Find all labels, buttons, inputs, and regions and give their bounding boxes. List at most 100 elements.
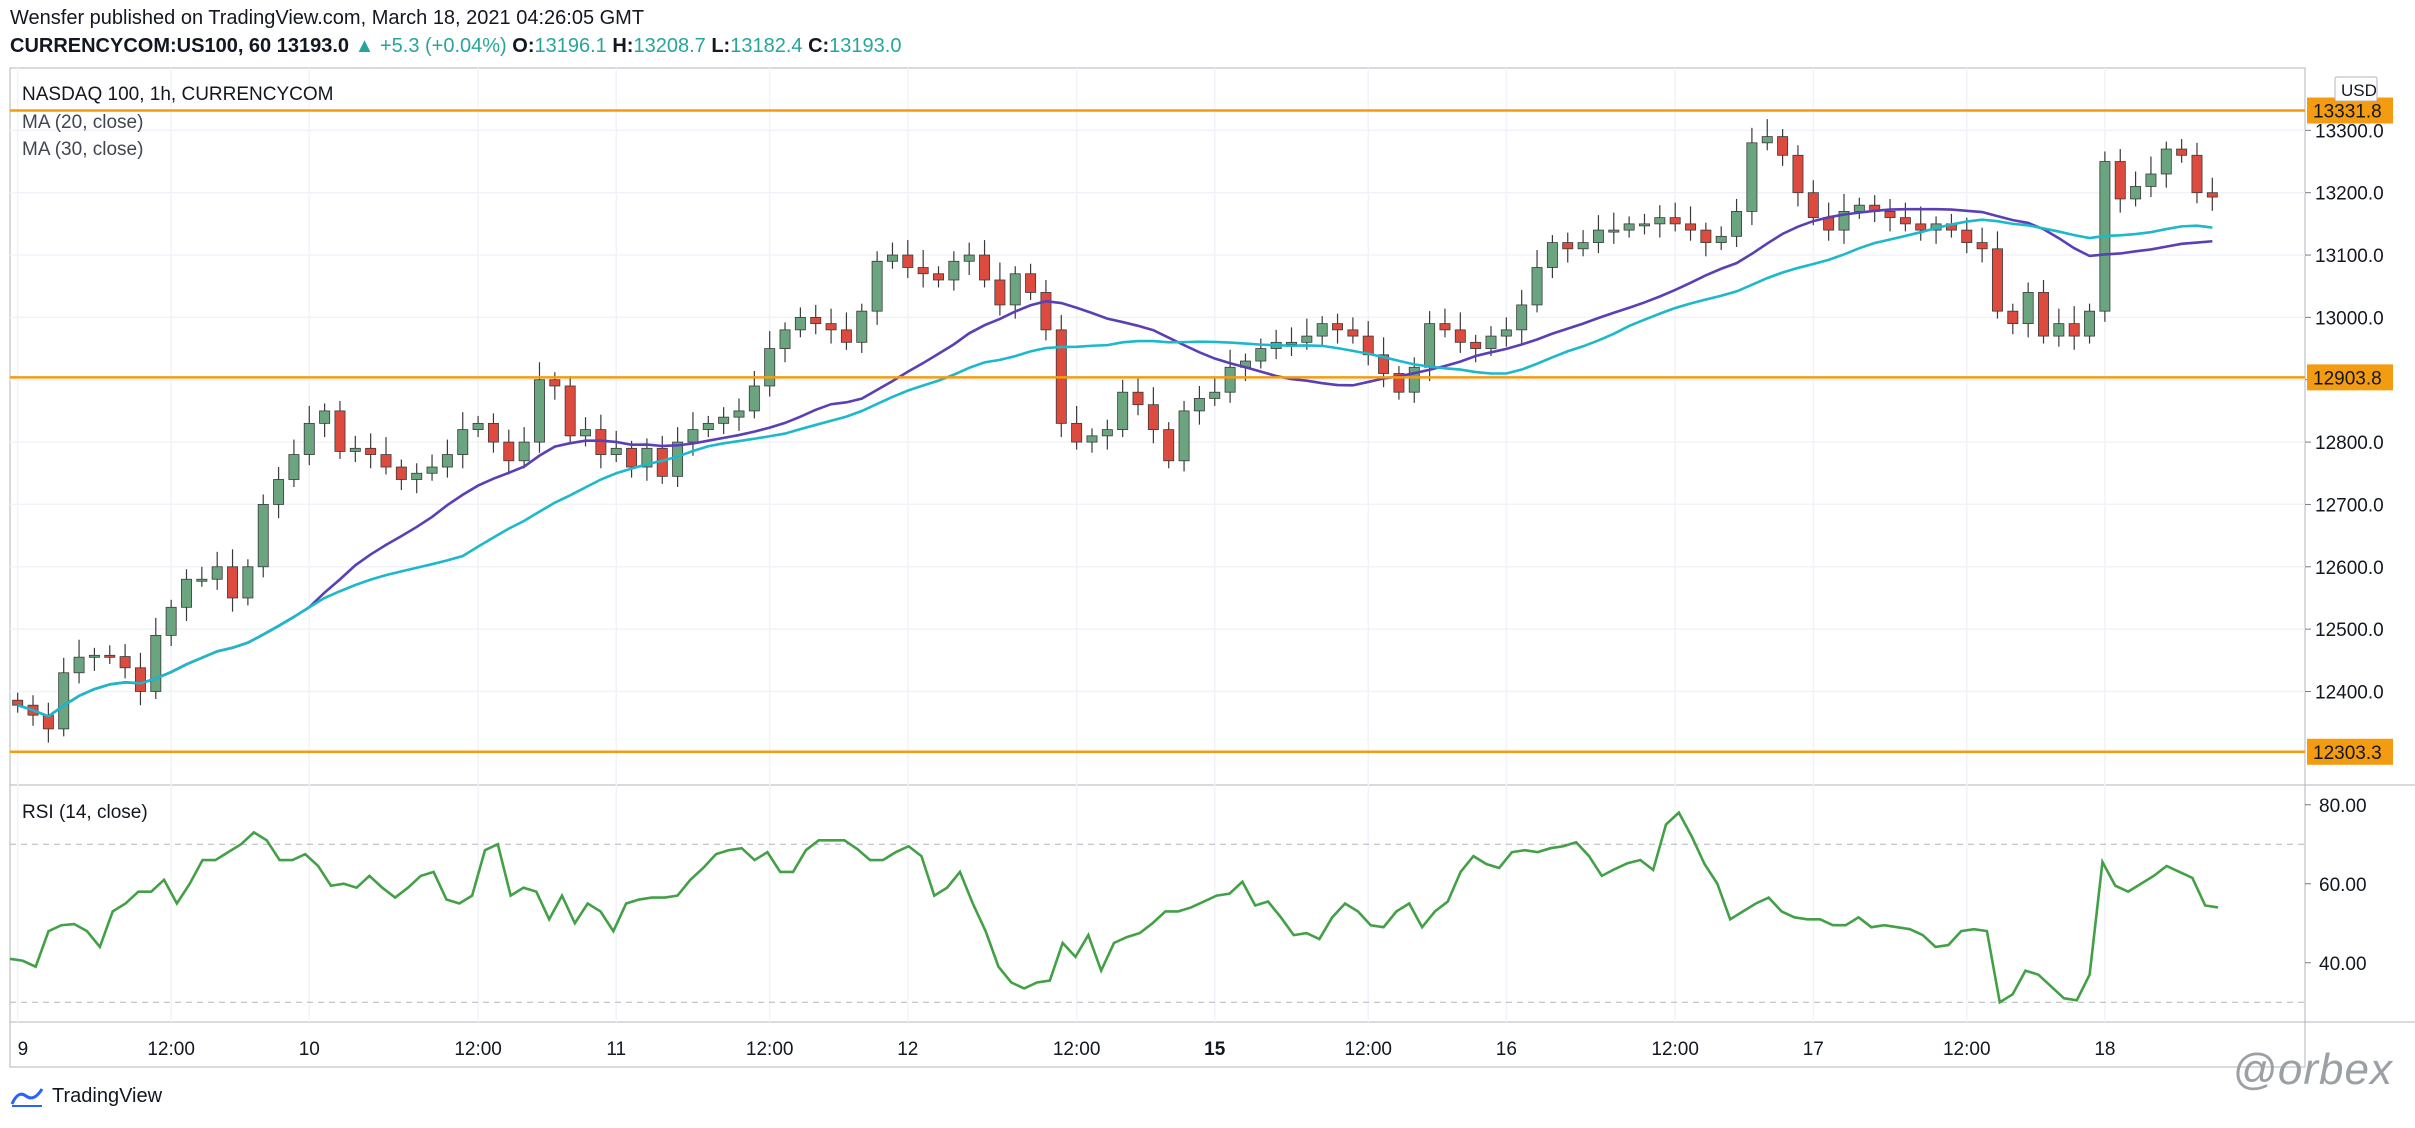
candle[interactable]	[1500, 329, 1512, 337]
candle[interactable]	[1792, 154, 1804, 194]
candle[interactable]	[395, 466, 407, 480]
candle[interactable]	[134, 667, 146, 692]
candle[interactable]	[1838, 210, 1850, 231]
candle[interactable]	[1393, 373, 1405, 393]
candle[interactable]	[933, 273, 944, 281]
candle[interactable]	[564, 385, 576, 437]
candle[interactable]	[1301, 335, 1313, 343]
candle[interactable]	[2053, 323, 2065, 337]
candle[interactable]	[2206, 192, 2218, 198]
candle[interactable]	[963, 254, 975, 262]
candle[interactable]	[380, 454, 392, 468]
candle[interactable]	[1086, 435, 1098, 443]
candle[interactable]	[1961, 229, 1973, 243]
candle[interactable]	[1332, 323, 1343, 331]
candle[interactable]	[441, 454, 453, 468]
candle[interactable]	[12, 699, 24, 706]
candle[interactable]	[1286, 341, 1297, 345]
candle[interactable]	[1147, 404, 1159, 431]
candle[interactable]	[73, 656, 85, 674]
candle[interactable]	[1700, 229, 1712, 243]
candle[interactable]	[196, 578, 208, 582]
candle[interactable]	[764, 348, 776, 387]
candle[interactable]	[856, 310, 868, 343]
candle[interactable]	[1117, 391, 1129, 431]
candle[interactable]	[58, 672, 70, 730]
candle[interactable]	[1577, 242, 1589, 250]
candle[interactable]	[1255, 348, 1267, 362]
candle[interactable]	[779, 329, 791, 349]
candle[interactable]	[1777, 136, 1789, 156]
candle[interactable]	[641, 447, 653, 468]
candle[interactable]	[1976, 242, 1988, 250]
candle[interactable]	[610, 447, 622, 455]
candle[interactable]	[211, 566, 223, 580]
candle[interactable]	[1531, 267, 1543, 306]
candle[interactable]	[334, 410, 346, 452]
candle[interactable]	[457, 429, 469, 455]
candle[interactable]	[349, 447, 361, 452]
candle[interactable]	[1669, 217, 1681, 225]
candle[interactable]	[794, 316, 806, 331]
candle[interactable]	[810, 316, 822, 325]
candle[interactable]	[1101, 429, 1113, 437]
candle[interactable]	[104, 654, 116, 658]
candle[interactable]	[288, 454, 300, 480]
candle[interactable]	[2022, 292, 2034, 325]
candle[interactable]	[1209, 391, 1221, 399]
candle[interactable]	[549, 379, 561, 387]
candle[interactable]	[718, 416, 730, 424]
candle[interactable]	[1731, 210, 1743, 237]
candle[interactable]	[2114, 161, 2126, 200]
candle[interactable]	[411, 472, 423, 480]
candle[interactable]	[840, 329, 852, 343]
candle[interactable]	[2068, 323, 2080, 337]
candle[interactable]	[2084, 310, 2096, 337]
candle[interactable]	[2007, 310, 2019, 325]
candle[interactable]	[1746, 142, 1758, 212]
candle[interactable]	[1408, 366, 1420, 393]
candle[interactable]	[917, 267, 929, 275]
candle[interactable]	[1623, 223, 1635, 231]
candle[interactable]	[748, 385, 760, 412]
currency-badge[interactable]	[2334, 76, 2378, 102]
candle[interactable]	[319, 410, 331, 424]
candle[interactable]	[426, 466, 438, 474]
candle[interactable]	[1715, 235, 1727, 243]
candle[interactable]	[1485, 335, 1497, 349]
candle[interactable]	[1193, 398, 1205, 412]
candle[interactable]	[88, 654, 100, 658]
candle[interactable]	[871, 260, 883, 312]
candle[interactable]	[1992, 248, 2003, 312]
candle[interactable]	[1316, 323, 1328, 337]
candle[interactable]	[503, 441, 515, 462]
candle[interactable]	[1424, 323, 1436, 368]
candle[interactable]	[948, 260, 960, 281]
candle[interactable]	[1562, 242, 1574, 250]
candle[interactable]	[534, 379, 545, 443]
candle[interactable]	[303, 422, 315, 455]
candle[interactable]	[1178, 410, 1190, 462]
candle[interactable]	[1516, 304, 1528, 331]
candle[interactable]	[1470, 341, 1482, 349]
candle[interactable]	[1347, 329, 1359, 337]
candle[interactable]	[979, 254, 991, 281]
candle[interactable]	[119, 656, 131, 669]
candle[interactable]	[365, 447, 377, 455]
candle[interactable]	[1592, 229, 1604, 243]
candle[interactable]	[2038, 292, 2049, 337]
candle[interactable]	[580, 429, 591, 437]
candle[interactable]	[1163, 429, 1175, 462]
candle[interactable]	[1608, 229, 1620, 233]
candle[interactable]	[1378, 354, 1390, 374]
candle[interactable]	[887, 254, 898, 262]
candle[interactable]	[1685, 223, 1696, 231]
candle[interactable]	[1546, 242, 1558, 268]
candle[interactable]	[1761, 136, 1773, 144]
candle[interactable]	[1439, 323, 1451, 331]
candle[interactable]	[181, 578, 192, 608]
candle[interactable]	[1853, 204, 1865, 212]
candle[interactable]	[1040, 292, 1052, 331]
candle[interactable]	[825, 323, 837, 331]
